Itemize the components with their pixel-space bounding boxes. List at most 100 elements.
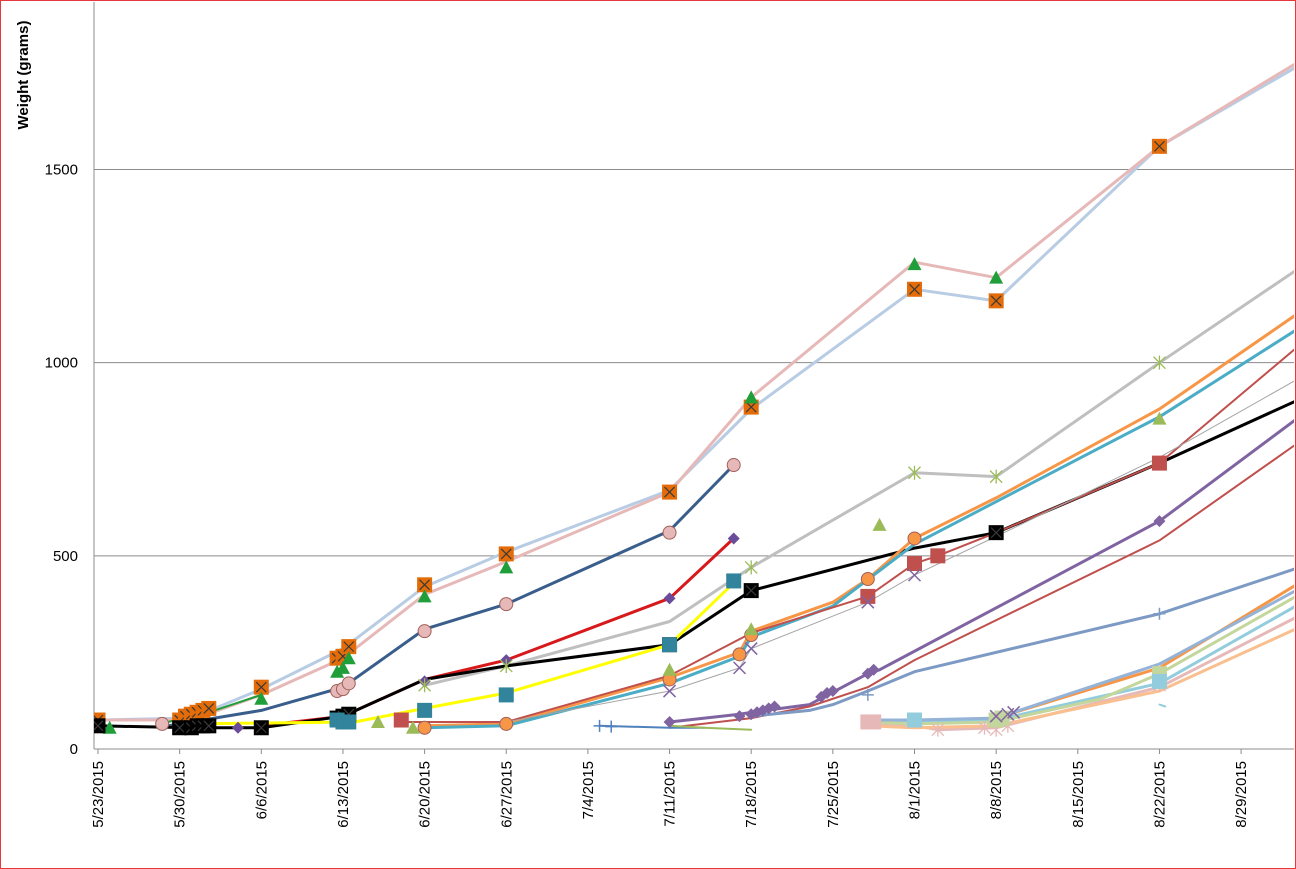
data-point-marker	[662, 637, 678, 653]
data-point-marker	[743, 399, 759, 415]
data-point-marker	[499, 658, 513, 673]
data-point-marker	[417, 702, 433, 718]
data-point-marker	[499, 597, 514, 612]
data-point-marker	[341, 714, 357, 730]
data-point-marker	[1151, 138, 1167, 154]
data-point-marker	[499, 716, 514, 731]
data-point-marker	[989, 270, 1004, 284]
data-point-marker	[744, 622, 759, 636]
data-point-marker	[930, 548, 946, 564]
data-point-marker	[418, 678, 432, 693]
data-point-marker	[907, 281, 922, 297]
data-point-marker	[417, 720, 432, 735]
x-tick-label: 6/6/2015	[253, 761, 270, 819]
series-line	[189, 581, 736, 726]
data-point-marker	[498, 687, 514, 703]
series-line	[668, 724, 753, 731]
data-point-marker	[907, 531, 922, 546]
x-tick-label: 7/4/2015	[580, 761, 597, 819]
y-tick-label: 500	[53, 548, 78, 565]
data-point-marker	[370, 714, 385, 728]
series-line	[166, 463, 736, 728]
data-point-marker	[989, 709, 1003, 723]
data-point-marker	[744, 390, 759, 404]
data-point-marker	[662, 484, 678, 500]
data-point-marker	[744, 560, 758, 575]
x-tick-label: 7/18/2015	[743, 761, 760, 828]
data-point-marker	[768, 700, 781, 713]
data-point-marker	[978, 720, 991, 735]
series-line	[423, 314, 1294, 728]
data-point-marker	[498, 546, 514, 562]
data-point-marker	[335, 660, 350, 674]
y-tick-label: 1000	[45, 355, 78, 372]
data-point-marker	[605, 720, 618, 733]
data-point-marker	[1152, 411, 1167, 425]
data-point-marker	[330, 664, 345, 678]
x-tick-label: 8/1/2015	[907, 761, 924, 819]
data-point-marker	[860, 572, 875, 587]
data-point-marker	[1007, 705, 1021, 719]
data-point-marker	[727, 532, 740, 545]
x-tick-label: 7/11/2015	[662, 761, 679, 827]
data-point-marker	[663, 684, 677, 698]
gridlines	[94, 169, 1294, 557]
y-axis-title: Weight (grams)	[15, 21, 32, 130]
data-point-marker	[201, 718, 217, 734]
data-point-marker	[341, 676, 356, 691]
data-point-marker	[726, 458, 741, 473]
data-point-marker	[733, 710, 746, 723]
data-point-marker	[499, 560, 514, 574]
data-point-marker	[201, 700, 217, 716]
data-point-marker	[662, 662, 677, 676]
data-point-marker	[861, 595, 875, 609]
series-markers	[94, 138, 1167, 737]
y-tick-label: 0	[70, 741, 78, 758]
data-point-marker	[417, 589, 432, 603]
series-line	[96, 62, 1294, 722]
data-point-marker	[341, 651, 356, 665]
data-point-marker	[908, 465, 921, 480]
data-point-marker	[1153, 515, 1166, 528]
data-point-marker	[393, 712, 409, 728]
x-tick-label: 6/27/2015	[498, 761, 515, 828]
series-line	[423, 329, 1294, 730]
x-tick-label: 5/30/2015	[172, 761, 189, 828]
data-point-marker	[826, 685, 839, 698]
data-point-marker	[907, 712, 922, 728]
data-point-marker	[1151, 673, 1167, 689]
x-tick-label: 8/29/2015	[1233, 761, 1250, 828]
data-point-marker	[663, 592, 676, 605]
data-point-marker	[732, 647, 747, 662]
data-point-marker	[254, 691, 269, 705]
data-point-marker	[94, 718, 106, 734]
x-tick-labels: 5/23/2015 5/30/2015 6/6/2015 6/13/2015 6/20/…	[90, 761, 1250, 828]
data-point-marker	[1152, 355, 1166, 370]
x-tick-label: 8/15/2015	[1070, 761, 1087, 828]
x-tick-label: 6/20/2015	[417, 761, 434, 828]
x-tick-label: 6/13/2015	[335, 761, 352, 828]
data-point-marker	[662, 525, 677, 540]
data-point-marker	[1151, 455, 1167, 471]
data-point-marker	[866, 714, 882, 730]
y-tick-label: 1500	[45, 162, 78, 179]
data-point-marker	[872, 517, 887, 531]
data-point-marker	[907, 568, 922, 582]
data-point-marker	[1153, 607, 1166, 620]
data-point-marker	[861, 688, 874, 701]
y-tick-labels: 0 500 1000 1500	[45, 162, 78, 759]
series-line	[96, 66, 1294, 722]
data-point-marker	[867, 663, 880, 676]
data-point-marker	[988, 293, 1004, 309]
data-point-marker	[155, 716, 170, 731]
data-point-marker	[733, 661, 747, 675]
data-point-marker	[253, 720, 269, 736]
x-tick-label: 7/25/2015	[825, 761, 842, 828]
series-line	[668, 444, 1294, 729]
data-point-marker	[931, 722, 945, 737]
data-point-marker	[907, 556, 922, 572]
axes	[93, 2, 1294, 754]
data-point-marker	[593, 719, 606, 732]
data-point-marker	[744, 642, 758, 656]
series-lines	[96, 62, 1294, 732]
